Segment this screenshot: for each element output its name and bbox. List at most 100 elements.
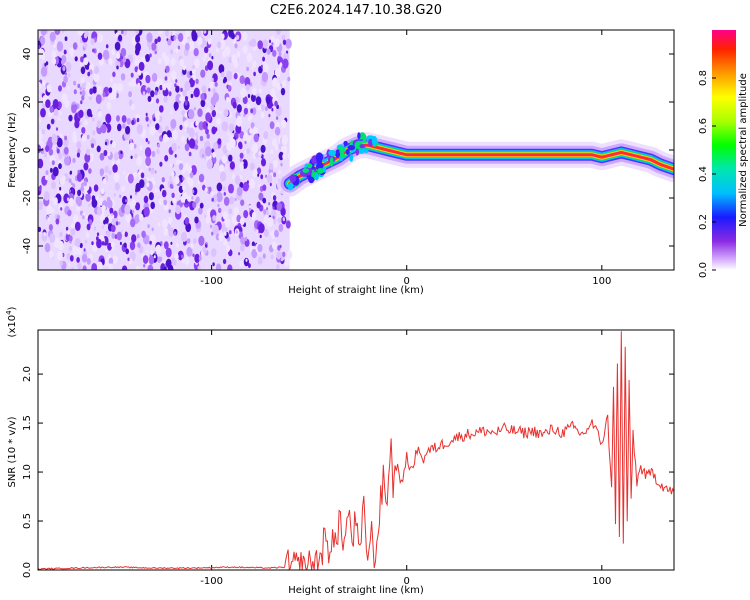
- noise-speckle: [145, 156, 152, 167]
- noise-speckle: [208, 186, 212, 192]
- noise-speckle: [253, 133, 259, 143]
- noise-speckle: [136, 124, 143, 135]
- noise-speckle: [143, 264, 146, 268]
- noise-speckle: [51, 160, 55, 166]
- noise-speckle: [231, 173, 236, 180]
- noise-speckle: [76, 257, 80, 263]
- noise-speckle: [175, 93, 182, 104]
- noise-speckle: [120, 47, 127, 57]
- noise-speckle: [77, 247, 83, 256]
- noise-speckle: [129, 142, 135, 151]
- colorbar-tick-label: 0.0: [698, 262, 709, 278]
- snr-x-axis: -100 0 100: [200, 330, 611, 587]
- noise-speckle: [181, 231, 188, 242]
- noise-speckle: [93, 226, 97, 231]
- noise-speckle: [231, 54, 238, 64]
- noise-speckle: [96, 207, 103, 216]
- noise-speckle: [48, 224, 54, 231]
- noise-speckle: [208, 53, 212, 58]
- noise-speckle: [38, 226, 42, 232]
- noise-speckle: [239, 174, 243, 180]
- noise-speckle: [126, 118, 131, 125]
- signal-blob: [302, 168, 310, 174]
- noise-speckle: [40, 108, 46, 118]
- noise-speckle: [168, 91, 172, 97]
- noise-speckle: [251, 87, 257, 96]
- noise-speckle: [258, 192, 264, 201]
- noise-speckle: [106, 230, 111, 238]
- noise-speckle: [38, 81, 42, 90]
- noise-speckle: [242, 96, 248, 105]
- noise-speckle: [176, 159, 180, 165]
- noise-speckle: [268, 113, 271, 118]
- noise-speckle: [246, 66, 250, 72]
- noise-speckle: [219, 39, 226, 50]
- noise-speckle: [150, 201, 155, 210]
- noise-speckle: [211, 197, 214, 202]
- noise-speckle: [97, 261, 103, 270]
- noise-speckle: [280, 144, 288, 155]
- noise-speckle: [255, 96, 262, 106]
- noise-speckle: [56, 41, 64, 52]
- noise-speckle: [122, 195, 128, 205]
- noise-speckle: [171, 192, 175, 198]
- noise-speckle: [100, 172, 103, 177]
- noise-speckle: [117, 82, 123, 93]
- noise-speckle: [229, 161, 235, 170]
- noise-speckle: [175, 204, 181, 215]
- noise-speckle: [179, 58, 185, 67]
- noise-speckle: [164, 56, 170, 66]
- noise-speckle: [137, 234, 140, 239]
- noise-speckle: [65, 226, 69, 231]
- noise-speckle: [219, 171, 227, 182]
- noise-speckle: [212, 224, 219, 235]
- noise-speckle: [184, 112, 188, 118]
- noise-speckle: [142, 255, 149, 264]
- noise-speckle: [252, 143, 259, 154]
- noise-speckle: [225, 220, 230, 228]
- signal-blob: [338, 157, 343, 162]
- noise-speckle: [96, 232, 100, 236]
- noise-speckle: [199, 202, 204, 209]
- noise-speckle: [97, 33, 104, 43]
- noise-speckle: [223, 196, 230, 206]
- noise-speckle: [64, 36, 68, 41]
- noise-speckle: [173, 265, 176, 269]
- noise-speckle: [49, 250, 54, 259]
- noise-speckle: [69, 170, 73, 175]
- noise-speckle: [200, 99, 206, 108]
- noise-speckle: [51, 134, 58, 145]
- signal-blob: [287, 182, 294, 191]
- noise-speckle: [264, 106, 268, 111]
- noise-speckle: [219, 164, 225, 173]
- noise-speckle: [154, 38, 158, 45]
- noise-speckle: [218, 64, 225, 74]
- noise-speckle: [200, 251, 204, 256]
- noise-speckle: [193, 107, 196, 111]
- noise-speckle: [128, 258, 133, 265]
- snr-multiplier-base: (x10: [7, 315, 18, 338]
- noise-speckle: [239, 131, 245, 139]
- noise-speckle: [124, 231, 128, 238]
- noise-speckle: [163, 227, 169, 237]
- noise-speckle: [86, 232, 90, 238]
- noise-speckle: [175, 85, 180, 93]
- noise-speckle: [173, 231, 177, 236]
- noise-speckle: [273, 172, 277, 178]
- noise-speckle: [251, 66, 254, 71]
- noise-speckle: [184, 81, 191, 91]
- noise-speckle: [144, 147, 152, 158]
- noise-speckle: [136, 155, 143, 167]
- noise-speckle: [197, 180, 201, 185]
- noise-speckle: [101, 97, 105, 102]
- noise-speckle: [257, 173, 260, 177]
- noise-speckle: [261, 71, 269, 83]
- noise-speckle: [205, 244, 208, 248]
- noise-speckle: [154, 170, 157, 174]
- noise-speckle: [55, 127, 59, 131]
- noise-speckle: [134, 58, 140, 66]
- noise-speckle: [158, 57, 162, 65]
- spectrogram-panel: -100 0 100 -40 -20 0 20 40 Height of straight …: [7, 29, 675, 296]
- noise-speckle: [59, 231, 63, 238]
- noise-speckle: [178, 163, 184, 171]
